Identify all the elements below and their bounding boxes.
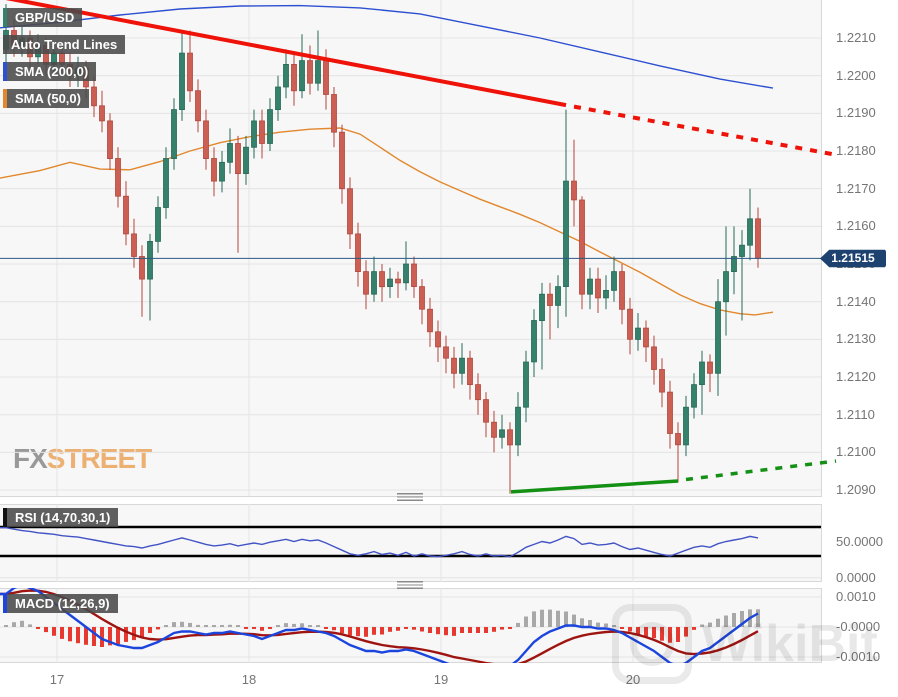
price-axis-label: 1.2100 (836, 444, 876, 460)
price-axis-label: 1.2160 (836, 218, 876, 234)
fxstreet-watermark-street: STREET (46, 443, 152, 474)
fxstreet-watermark-fx: FX (13, 443, 48, 474)
legend-item-macd[interactable]: MACD (12,26,9) (3, 594, 118, 613)
price-axis-label: 1.2200 (836, 67, 876, 83)
price-axis-label: 1.2130 (836, 331, 876, 347)
price-axis-label: 1.2090 (836, 482, 876, 498)
price-axis-label: 1.2120 (836, 369, 876, 385)
price-axis-label: 1.2180 (836, 143, 876, 158)
legend-item-rsi[interactable]: RSI (14,70,30,1) (3, 508, 119, 527)
price-pane[interactable] (0, 0, 822, 497)
legend-label-sma200: SMA (200,0) (7, 62, 97, 81)
fxstreet-watermark: FXSTREET (13, 443, 152, 475)
price-axis-label: 1.2170 (836, 180, 876, 196)
legend-label-sma50: SMA (50,0) (7, 89, 89, 108)
time-axis-label: 18 (241, 672, 257, 687)
pane-resize-grip-macd[interactable] (397, 581, 423, 590)
rsi-pane[interactable] (0, 504, 822, 582)
price-axis-label: 1.2110 (836, 406, 875, 422)
time-axis[interactable]: 17 18 19 20 (0, 672, 898, 692)
legend-item-gbpusd[interactable]: GBP/USD (3, 8, 83, 27)
macd-axis-label: -0.0000 (836, 619, 881, 634)
last-price-tag: 1.21515 (820, 249, 886, 268)
macd-pane[interactable] (0, 588, 822, 663)
price-axis-label: 1.2140 (836, 293, 876, 309)
rsi-axis-label: 50.0000 (836, 533, 883, 549)
rsi-axis-label: 0.0000 (836, 569, 876, 585)
series-color-chip (3, 508, 7, 527)
price-axis[interactable]: 1.2210 1.2200 1.2190 1.2180 1.2170 1.2160 1.21… (820, 0, 898, 697)
pane-resize-grip-rsi[interactable] (397, 493, 423, 502)
legend-label-macd: MACD (12,26,9) (7, 594, 118, 613)
price-axis-label: 1.2210 (836, 30, 876, 45)
time-axis-label: 19 (433, 672, 449, 687)
macd-axis-label: -0.0010 (836, 649, 881, 664)
legend-label-rsi: RSI (14,70,30,1) (7, 508, 119, 527)
legend-item-sma50[interactable]: SMA (50,0) (3, 89, 89, 108)
legend-item-sma200[interactable]: SMA (200,0) (3, 62, 97, 81)
time-axis-label: 17 (49, 672, 65, 687)
legend-label-pair: GBP/USD (7, 8, 83, 27)
series-color-chip (3, 89, 7, 108)
legend-label-trendlines: Auto Trend Lines (3, 35, 126, 54)
legend-item-auto-trend-lines[interactable]: Auto Trend Lines (3, 35, 126, 54)
price-axis-label: 1.2190 (836, 105, 876, 121)
time-axis-label: 20 (625, 672, 641, 687)
macd-axis-label: 0.0010 (836, 589, 876, 604)
